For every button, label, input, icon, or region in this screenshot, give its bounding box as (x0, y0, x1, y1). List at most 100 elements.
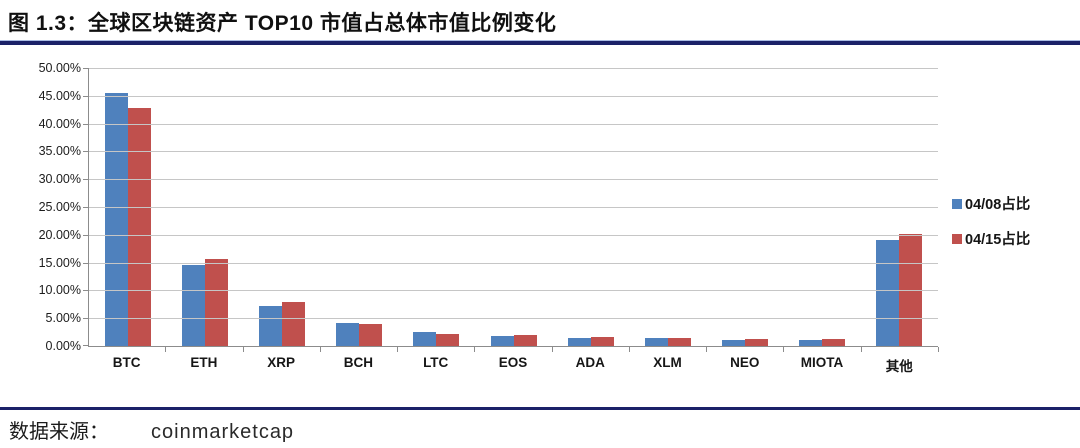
bar-group-XRP (243, 69, 320, 346)
y-tick-mark (83, 262, 89, 264)
gridline (89, 262, 938, 264)
x-axis-label-其他: 其他 (885, 359, 913, 374)
y-tick-mark (83, 318, 89, 320)
source-value: coinmarketcap (151, 421, 295, 443)
x-axis-label-NEO: NEO (730, 355, 760, 370)
bar-04/15占比-NEO (745, 339, 769, 346)
y-tick-mark (83, 123, 89, 125)
bar-group-BCH (321, 69, 398, 346)
y-tick-mark (83, 234, 89, 236)
bar-group-ETH (166, 69, 243, 346)
bar-chart: BTC ETH XRP BCH LTC EOS ADA XLM NEO MIOTA 其他 04/08… (0, 55, 1080, 395)
bar-04/15占比-EOS (513, 334, 537, 346)
gridline (89, 151, 938, 153)
y-axis-label: 40.00% (38, 116, 81, 131)
bar-04/08占比-XLM (644, 338, 668, 346)
bar-04/15占比-其他 (899, 234, 923, 346)
y-axis-label: 50.00% (38, 61, 81, 75)
plot-area (83, 68, 939, 352)
legend-swatch-icon (952, 198, 962, 209)
bar-04/08占比-BTC (104, 93, 128, 346)
x-tick-mark (628, 347, 630, 352)
y-axis-label: 30.00% (38, 172, 81, 187)
y-tick-mark (83, 207, 89, 208)
gridline (89, 207, 938, 208)
gridline (89, 290, 938, 292)
gridline (89, 95, 938, 97)
bar-group-EOS (475, 69, 552, 346)
bar-04/15占比-XLM (667, 337, 691, 346)
chart-legend: 04/08占比 04/15占比 (952, 193, 1030, 263)
x-tick-mark (860, 347, 862, 352)
gridline (89, 123, 938, 125)
x-axis-label-BTC: BTC (112, 355, 141, 370)
y-tick-mark (83, 179, 89, 181)
bar-04/08占比-NEO (722, 339, 746, 346)
bar-04/15占比-BTC (127, 108, 151, 346)
bar-04/15占比-ETH (204, 259, 228, 346)
bar-group-NEO (707, 69, 784, 346)
x-tick-mark (551, 347, 553, 352)
y-axis-label: 15.00% (38, 255, 81, 270)
legend-label: 04/15占比 (965, 232, 1031, 248)
bar-group-MIOTA (784, 69, 861, 346)
y-axis-label: 0.00% (45, 339, 81, 353)
x-axis-label-MIOTA: MIOTA (800, 355, 844, 370)
y-tick-mark (83, 68, 89, 69)
x-tick-mark (397, 347, 399, 352)
bar-04/08占比-其他 (876, 239, 900, 346)
bar-group-ADA (552, 69, 629, 346)
bar-04/08占比-EOS (490, 336, 514, 346)
gridline (89, 179, 938, 181)
y-tick-mark (83, 151, 89, 153)
bar-group-XLM (629, 69, 706, 346)
bar-groups (89, 69, 938, 346)
x-axis-label-ADA: ADA (575, 355, 605, 370)
y-tick-mark (83, 95, 89, 97)
x-axis-label-LTC: LTC (423, 355, 449, 370)
x-axis-label-EOS: EOS (498, 355, 528, 370)
bar-04/08占比-XRP (258, 305, 282, 346)
legend-item: 04/15占比 (952, 228, 1030, 249)
x-tick-mark (474, 347, 476, 352)
title-divider (0, 40, 1080, 45)
bar-04/15占比-MIOTA (822, 339, 846, 346)
bar-group-BTC (89, 69, 166, 346)
x-axis-label-XLM: XLM (653, 355, 682, 370)
x-tick-mark (242, 347, 244, 352)
y-axis-label: 45.00% (38, 88, 81, 103)
x-tick-mark (165, 347, 167, 352)
source-label: 数据来源： (9, 421, 109, 443)
y-axis-label: 20.00% (38, 227, 81, 242)
gridline (89, 234, 938, 236)
legend-item: 04/08占比 (952, 193, 1030, 214)
y-axis-label: 10.00% (38, 283, 81, 298)
y-tick-mark (83, 290, 89, 292)
legend-swatch-icon (952, 233, 962, 244)
source-line: 数据来源： coinmarketcap (9, 415, 294, 444)
bar-04/08占比-MIOTA (799, 339, 823, 346)
bar-04/15占比-ADA (590, 337, 614, 346)
y-axis-label: 25.00% (38, 200, 81, 214)
x-tick-mark (319, 347, 321, 352)
bar-04/15占比-BCH (359, 324, 383, 346)
y-axis-label: 35.00% (38, 144, 81, 159)
bar-04/15占比-XRP (281, 302, 305, 346)
bar-group-LTC (398, 69, 475, 346)
x-axis-label-BCH: BCH (343, 355, 374, 370)
x-axis-label-ETH: ETH (190, 355, 218, 370)
bar-04/15占比-LTC (436, 334, 460, 346)
figure-title: 图 1.3：全球区块链资产 TOP10 市值占总体市值比例变化 (8, 12, 557, 35)
bar-04/08占比-BCH (336, 322, 360, 346)
x-axis-labels: BTC ETH XRP BCH LTC EOS ADA XLM NEO MIOTA 其他 (88, 355, 938, 375)
y-axis-label: 5.00% (45, 311, 81, 326)
bar-04/08占比-LTC (413, 332, 437, 346)
footer-divider (0, 407, 1080, 410)
x-axis-label-XRP: XRP (267, 355, 296, 370)
x-tick-mark (783, 347, 785, 352)
bar-04/08占比-ADA (567, 337, 591, 346)
bar-group-其他 (861, 69, 938, 346)
x-tick-mark (706, 347, 708, 352)
gridline (89, 68, 938, 69)
